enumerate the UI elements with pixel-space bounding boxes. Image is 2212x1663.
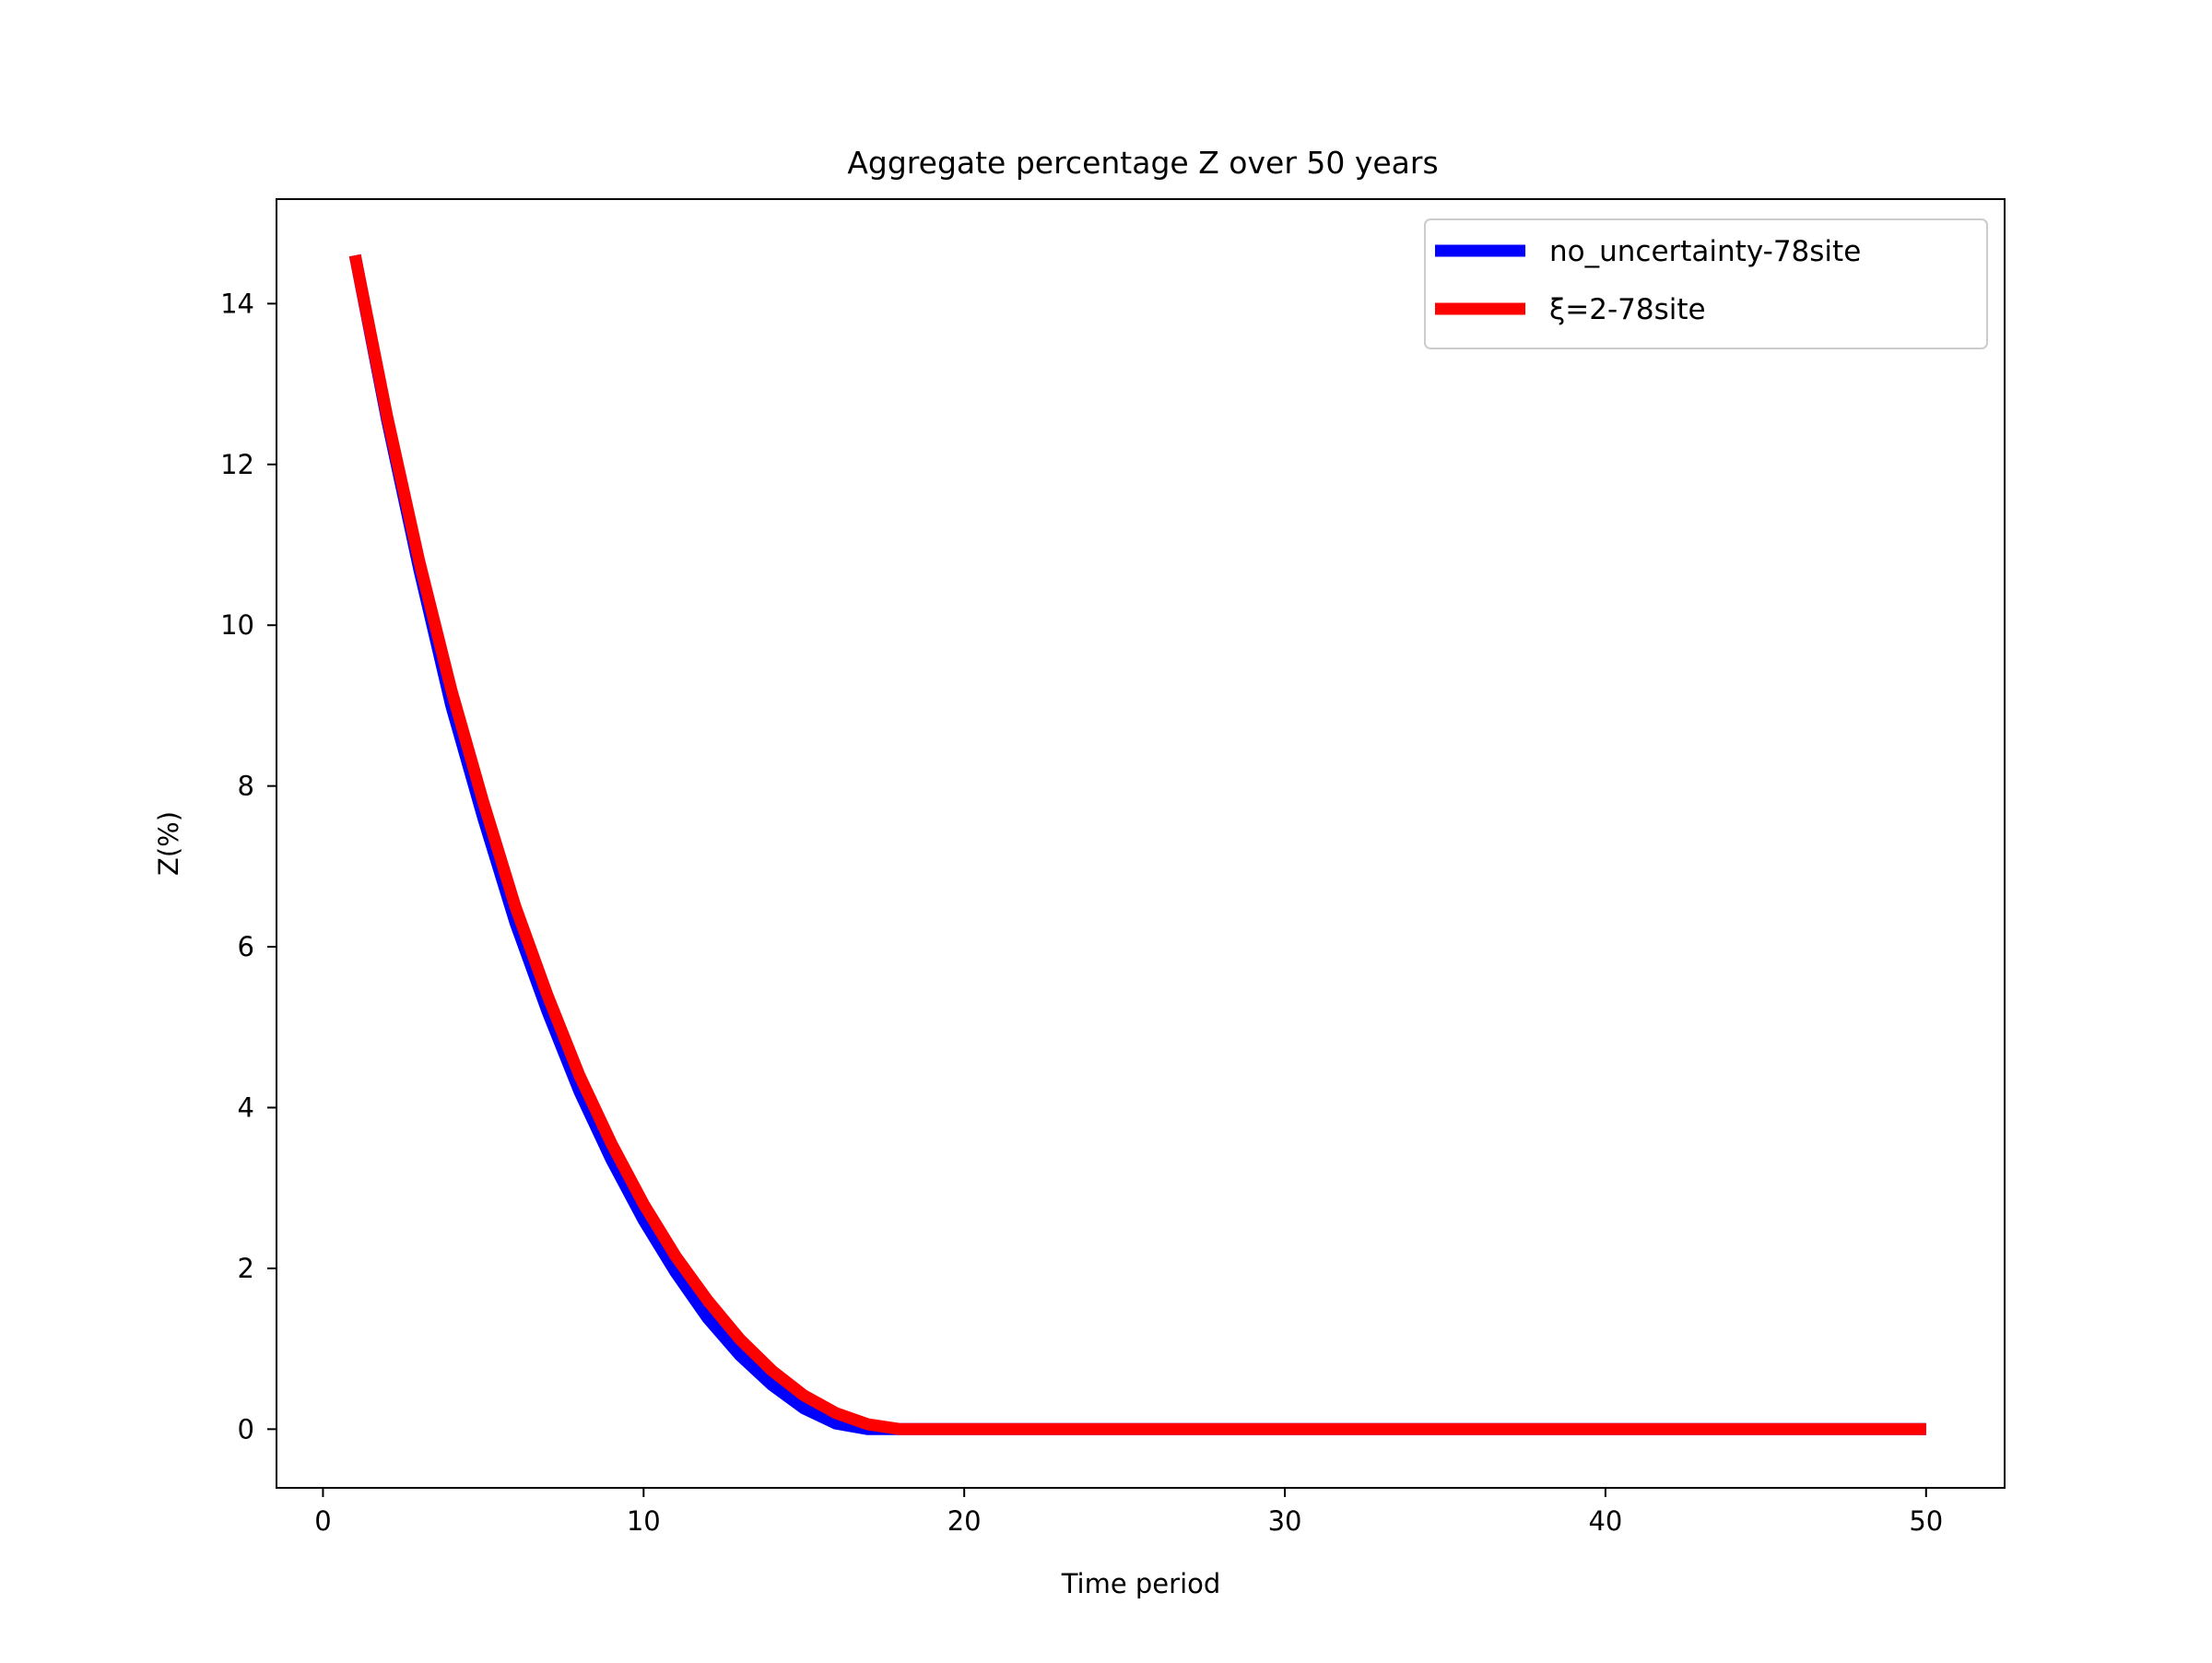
legend-label-no-uncertainty: no_uncertainty-78site	[1549, 235, 1861, 268]
chart-title: Aggregate percentage Z over 50 years	[847, 145, 1438, 181]
y-tick-label: 14	[220, 288, 254, 319]
y-axis-label: Z(%)	[153, 811, 184, 876]
y-tick-label: 12	[220, 449, 254, 480]
y-tick-label: 2	[238, 1253, 254, 1284]
y-tick-label: 10	[220, 609, 254, 641]
legend: no_uncertainty-78site ξ=2-78site	[1424, 218, 1988, 349]
y-tick-label: 8	[238, 771, 254, 802]
legend-frame	[1424, 218, 1988, 349]
x-tick-label: 50	[1909, 1505, 1943, 1537]
series-line-xi-2	[348, 254, 1926, 1435]
y-tick-label: 0	[238, 1413, 254, 1445]
x-tick-label: 40	[1588, 1505, 1622, 1537]
series-layer	[348, 254, 1926, 1435]
legend-label-xi-2: ξ=2-78site	[1549, 293, 1706, 326]
x-axis-label: Time period	[1061, 1568, 1221, 1599]
y-tick-label: 6	[238, 931, 254, 962]
plot-frame	[276, 198, 2006, 1489]
y-tick-label: 4	[238, 1091, 254, 1123]
x-tick-label: 0	[314, 1505, 331, 1537]
plot-area	[276, 198, 2006, 1489]
y-axis: 0 2 4 6 8 10 12 14	[220, 288, 276, 1445]
x-axis: 0 10 20 30 40 50	[314, 1488, 1943, 1537]
x-tick-label: 30	[1268, 1505, 1302, 1537]
x-tick-label: 10	[627, 1505, 661, 1537]
x-tick-label: 20	[947, 1505, 982, 1537]
